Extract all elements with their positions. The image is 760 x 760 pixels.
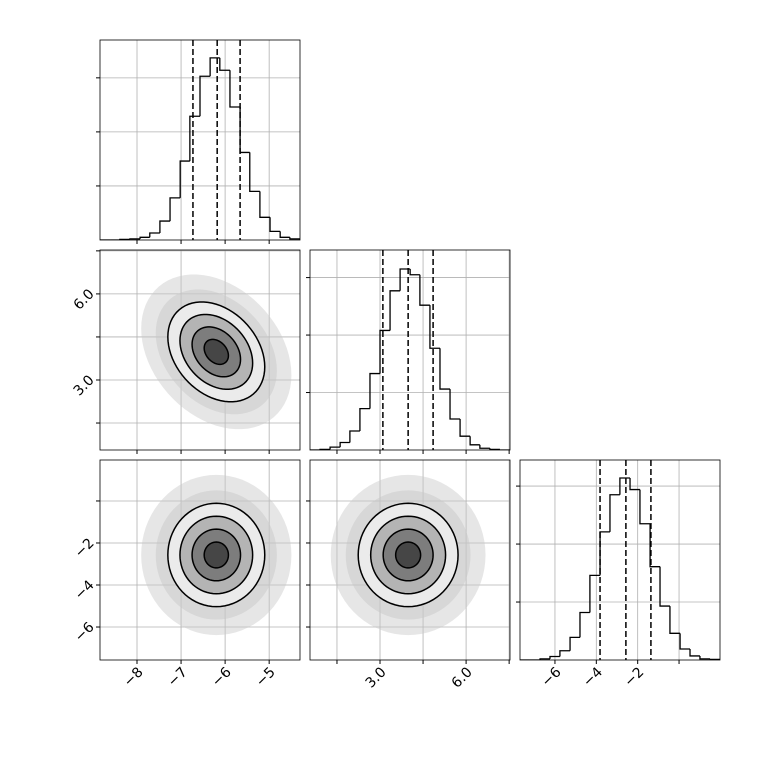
- histogram-step: [439, 348, 451, 390]
- histogram-step: [409, 268, 420, 276]
- histogram-step: [589, 574, 601, 613]
- histogram-step: [479, 444, 490, 449]
- histogram-step: [419, 274, 430, 306]
- histogram-step: [209, 57, 220, 77]
- histogram-step: [399, 268, 411, 291]
- panel-area: [520, 460, 720, 660]
- histogram-step: [149, 232, 160, 238]
- x-tick-label: −8: [121, 664, 147, 690]
- panel: −8 −7 −6 −5 −6 −4 −2: [72, 459, 301, 690]
- histogram-step: [169, 197, 181, 222]
- y-tick-label: −4: [72, 577, 98, 603]
- histogram-step: [339, 441, 350, 448]
- histogram-step: [679, 633, 691, 650]
- histogram-step: [579, 611, 590, 638]
- panel-frame: [99, 249, 301, 451]
- panel-area: [310, 250, 510, 450]
- y-tick-label: 6.0: [71, 286, 98, 313]
- panel-frame: [99, 459, 301, 661]
- histogram-step: [689, 648, 700, 657]
- contour: [203, 541, 230, 569]
- histogram-step: [489, 448, 500, 450]
- histogram-step: [639, 489, 651, 525]
- histogram-step: [219, 57, 230, 71]
- histogram-step: [129, 238, 141, 240]
- histogram-step: [669, 606, 681, 634]
- histogram-step: [159, 220, 171, 233]
- y-tick-label: −6: [72, 619, 98, 645]
- histogram-step: [709, 658, 720, 660]
- histogram-step: [659, 566, 670, 607]
- histogram-step: [269, 217, 281, 233]
- histogram-step: [619, 477, 631, 495]
- histogram-step: [609, 494, 620, 532]
- x-tick-label: 3.0: [363, 664, 390, 691]
- histogram-step: [189, 115, 200, 162]
- histogram-step: [239, 107, 250, 154]
- panel-area: [100, 40, 300, 240]
- histogram-step: [279, 231, 290, 238]
- histogram-step: [329, 446, 341, 450]
- histogram-step: [179, 160, 190, 198]
- histogram-step: [259, 191, 271, 218]
- panel-area: [310, 460, 510, 660]
- panel: [96, 39, 301, 244]
- panel-frame: [309, 459, 511, 661]
- contour: [394, 541, 422, 569]
- contour: [203, 338, 230, 366]
- panel: 3.0 6.0: [71, 249, 301, 454]
- histogram-step: [469, 436, 480, 446]
- histogram-step: [229, 70, 241, 108]
- histogram-step: [559, 650, 571, 657]
- histogram-step: [429, 305, 440, 349]
- y-tick-label: 3.0: [71, 372, 98, 399]
- histogram-step: [359, 407, 370, 432]
- histogram-step: [449, 389, 461, 420]
- panel-frame: [519, 459, 721, 661]
- histogram-step: [459, 418, 471, 437]
- panel-area: [100, 460, 300, 660]
- panel: 3.0 6.0: [306, 459, 511, 691]
- panel-frame: [99, 39, 301, 241]
- histogram-step: [649, 523, 661, 568]
- histogram-step: [349, 430, 360, 443]
- panel: −6 −4 −2: [516, 459, 721, 690]
- histogram-step: [699, 655, 711, 660]
- x-tick-label: −5: [253, 664, 279, 690]
- histogram-step: [139, 236, 150, 239]
- histogram-step: [599, 531, 610, 576]
- histogram-step: [549, 655, 560, 659]
- histogram-step: [369, 372, 381, 409]
- histogram-step: [249, 152, 260, 193]
- x-tick-label: −6: [209, 664, 235, 690]
- histogram-step: [629, 477, 640, 491]
- panel-area: [100, 250, 300, 450]
- x-tick-label: 6.0: [449, 664, 476, 691]
- histogram-step: [379, 329, 391, 374]
- x-tick-label: −2: [621, 664, 647, 690]
- x-tick-label: −7: [165, 664, 191, 690]
- panel: [306, 249, 511, 454]
- histogram-step: [289, 237, 300, 240]
- histogram-step: [569, 636, 580, 651]
- histogram-step: [199, 75, 211, 117]
- histogram-step: [389, 290, 401, 331]
- x-tick-label: −6: [539, 664, 565, 690]
- x-tick-label: −4: [580, 664, 606, 690]
- panel-frame: [309, 249, 511, 451]
- y-tick-label: −2: [72, 535, 98, 561]
